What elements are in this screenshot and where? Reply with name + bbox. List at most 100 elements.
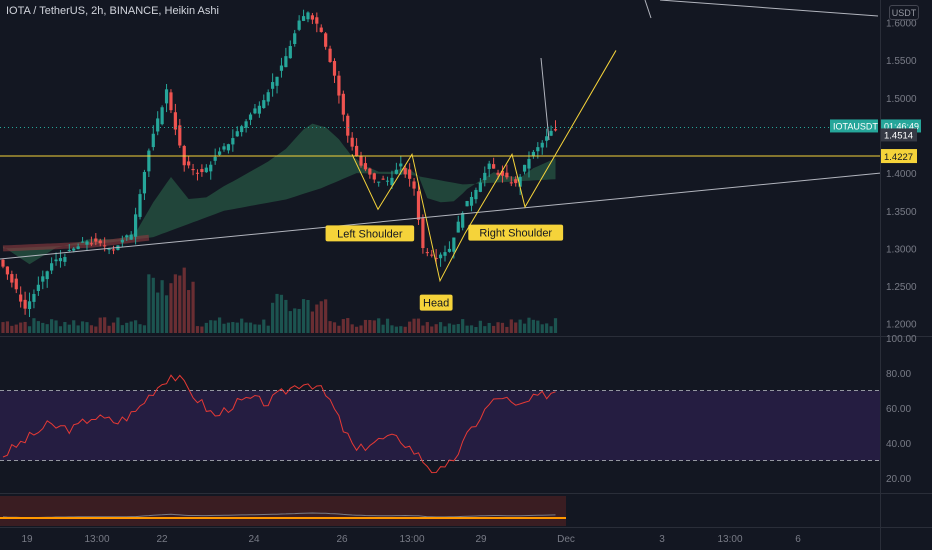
- price-tick-label: 1.5000: [886, 94, 917, 105]
- volume-bar: [527, 317, 531, 333]
- volume-bar: [209, 320, 213, 333]
- volume-bar: [518, 319, 522, 333]
- rsi-tick-label: 20.00: [886, 474, 911, 485]
- candle: [394, 169, 398, 174]
- candle: [5, 266, 10, 275]
- candle: [332, 61, 337, 76]
- candle: [138, 194, 142, 217]
- price-tick-label: 1.5500: [886, 56, 917, 67]
- drawing-line: [659, 0, 879, 17]
- volume-bar: [204, 322, 208, 333]
- resistance-badge: [881, 149, 917, 164]
- volume-bar: [416, 318, 421, 333]
- volume-bar: [279, 294, 284, 333]
- candle: [355, 145, 359, 156]
- candle: [248, 114, 253, 120]
- candle: [478, 182, 482, 192]
- volume-bar: [156, 292, 160, 333]
- volume-bar: [421, 325, 425, 333]
- volume-bar: [253, 324, 257, 333]
- resistance-label: 1.4227: [884, 152, 913, 163]
- candle: [213, 156, 217, 161]
- candle: [32, 293, 36, 302]
- candle: [14, 278, 18, 290]
- volume-bar: [275, 293, 279, 333]
- candle: [240, 126, 244, 133]
- volume-bar: [531, 319, 535, 333]
- volume-bar: [474, 326, 478, 333]
- volume-bar: [297, 308, 301, 333]
- volume-bar: [32, 318, 36, 333]
- pattern-label-bg: [419, 294, 453, 311]
- candle: [85, 241, 89, 245]
- volume-bar: [545, 323, 549, 333]
- volume-bar: [187, 290, 191, 333]
- time-tick-label: 13:00: [717, 534, 742, 545]
- volume-bar: [125, 322, 129, 333]
- volume-bar: [346, 318, 350, 333]
- candle: [438, 254, 443, 259]
- volume-bar: [377, 318, 381, 333]
- candle: [27, 301, 32, 310]
- symbol-badge-label: IOTAUSDT: [833, 121, 878, 131]
- candle: [107, 249, 111, 251]
- volume-bar: [337, 325, 341, 333]
- candle: [275, 76, 279, 86]
- volume-bar: [200, 326, 204, 333]
- candle: [23, 299, 27, 309]
- volume-bar: [553, 318, 558, 333]
- price-tick-label: 1.2000: [886, 320, 917, 331]
- candle: [297, 20, 301, 30]
- volume-bar: [496, 322, 500, 333]
- candle: [257, 105, 261, 114]
- volume-bar: [332, 322, 337, 333]
- candle: [522, 164, 527, 172]
- volume-bar: [19, 322, 23, 333]
- price-pane[interactable]: Left Shoulder Head Right Shoulder: [0, 0, 881, 333]
- candle: [531, 151, 535, 156]
- candle: [452, 237, 456, 252]
- candle: [41, 276, 45, 282]
- time-tick-label: 24: [248, 534, 260, 545]
- candle: [10, 274, 14, 283]
- pattern-label: Head: [423, 298, 449, 310]
- candle: [306, 12, 310, 20]
- volume-bar: [98, 317, 102, 333]
- candle: [461, 212, 465, 228]
- volume-bar: [178, 275, 182, 333]
- volume-bar: [85, 322, 89, 333]
- time-tick-label: 13:00: [399, 534, 424, 545]
- rsi-band: [0, 390, 880, 461]
- candle: [279, 65, 284, 71]
- volume-bar: [41, 322, 45, 333]
- volume-bar: [129, 321, 133, 333]
- volume-bar: [10, 325, 14, 333]
- candle: [469, 196, 474, 206]
- volume-bar: [151, 277, 155, 333]
- volume-bar: [438, 322, 443, 333]
- drawing-line: [540, 57, 550, 141]
- candle: [368, 168, 372, 175]
- volume-bar: [111, 322, 116, 333]
- volume-bar: [147, 274, 151, 333]
- candle: [244, 121, 248, 128]
- candle: [103, 245, 107, 247]
- volume-bar: [120, 325, 124, 333]
- volume-bar: [368, 320, 372, 333]
- candle: [134, 214, 138, 237]
- volume-bar: [500, 322, 505, 333]
- candle: [147, 150, 151, 172]
- volume-bar: [461, 319, 465, 333]
- candle: [160, 107, 164, 125]
- candle: [363, 163, 368, 170]
- volume-bar: [536, 320, 540, 333]
- volume-bar: [492, 325, 496, 333]
- currency-badge[interactable]: USDT: [889, 5, 919, 20]
- candle: [324, 33, 328, 47]
- volume-bar: [447, 323, 452, 333]
- candle: [200, 169, 204, 173]
- candle: [434, 257, 438, 259]
- candle: [403, 168, 407, 175]
- volume-bar: [540, 324, 544, 333]
